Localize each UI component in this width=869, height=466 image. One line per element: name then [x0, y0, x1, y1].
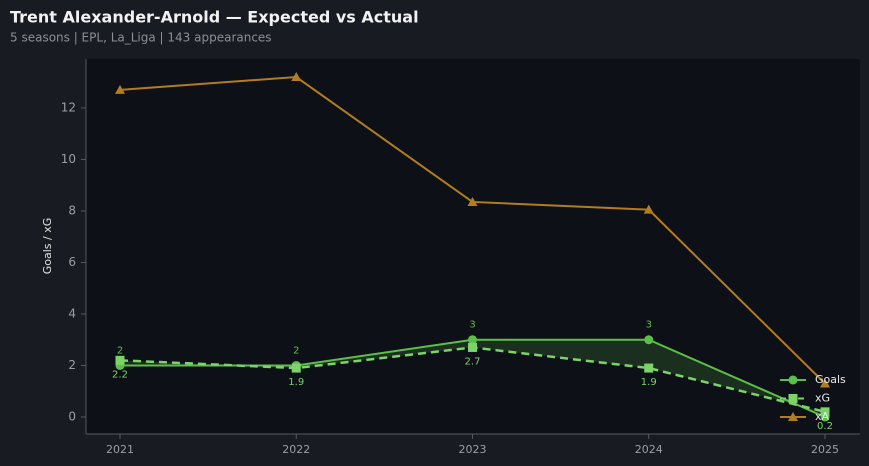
x-tick-label: 2023 [459, 443, 487, 456]
data-label: 3 [646, 320, 652, 331]
data-point [467, 196, 478, 206]
legend-label: xG [815, 392, 830, 405]
data-label: 2 [117, 345, 123, 356]
data-point [115, 355, 125, 365]
x-tick-label: 2024 [635, 443, 663, 456]
data-label: 2.2 [112, 369, 128, 380]
data-point [643, 204, 654, 214]
legend-marker [788, 394, 798, 403]
y-tick-label: 8 [68, 203, 76, 217]
fill-between [120, 339, 825, 418]
y-tick-label: 6 [68, 255, 76, 269]
data-point [644, 363, 654, 373]
x-tick-label: 2025 [811, 443, 839, 456]
legend-label: Goals [815, 373, 846, 386]
data-point [820, 407, 830, 417]
data-point [820, 378, 830, 388]
data-point [468, 335, 477, 345]
plot-area [86, 59, 860, 434]
data-label: 1.9 [641, 377, 657, 388]
y-axis-label: Goals / xG [41, 218, 54, 275]
data-label: 2.7 [465, 356, 481, 367]
data-point [291, 72, 302, 82]
legend-marker [788, 412, 798, 421]
data-point [291, 363, 301, 373]
data-label: 0.2 [817, 421, 833, 432]
y-tick-label: 4 [68, 306, 76, 320]
data-point [468, 342, 477, 352]
y-tick-label: 10 [61, 152, 76, 166]
y-tick-label: 2 [68, 358, 76, 372]
y-tick-label: 12 [61, 100, 76, 114]
data-point [644, 335, 654, 345]
chart-subtitle: 5 seasons | EPL, La_Liga | 143 appearanc… [10, 31, 272, 45]
data-point [115, 84, 125, 94]
chart-title: Trent Alexander-Arnold — Expected vs Act… [10, 8, 419, 27]
data-label: 2 [293, 345, 299, 356]
x-tick-label: 2021 [106, 443, 134, 456]
x-tick-label: 2022 [282, 443, 310, 456]
legend-label: xA [815, 410, 830, 423]
y-tick-label: 0 [68, 410, 76, 424]
data-label: 3 [469, 320, 475, 331]
data-label: 1.9 [288, 377, 304, 388]
legend-marker [788, 375, 798, 385]
